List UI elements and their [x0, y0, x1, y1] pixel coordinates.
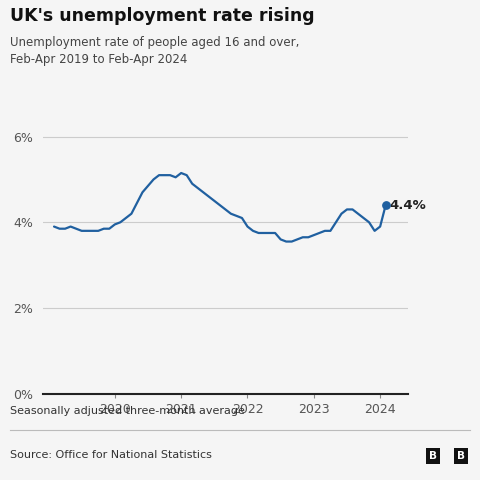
Text: 4.4%: 4.4%	[390, 199, 426, 212]
Text: Seasonally adjusted three-month average: Seasonally adjusted three-month average	[10, 406, 244, 416]
Text: B: B	[429, 451, 437, 461]
Text: UK's unemployment rate rising: UK's unemployment rate rising	[10, 7, 314, 25]
Text: B: B	[457, 451, 465, 461]
Text: Source: Office for National Statistics: Source: Office for National Statistics	[10, 450, 212, 460]
Point	[382, 201, 389, 209]
Text: Unemployment rate of people aged 16 and over,
Feb-Apr 2019 to Feb-Apr 2024: Unemployment rate of people aged 16 and …	[10, 36, 299, 67]
